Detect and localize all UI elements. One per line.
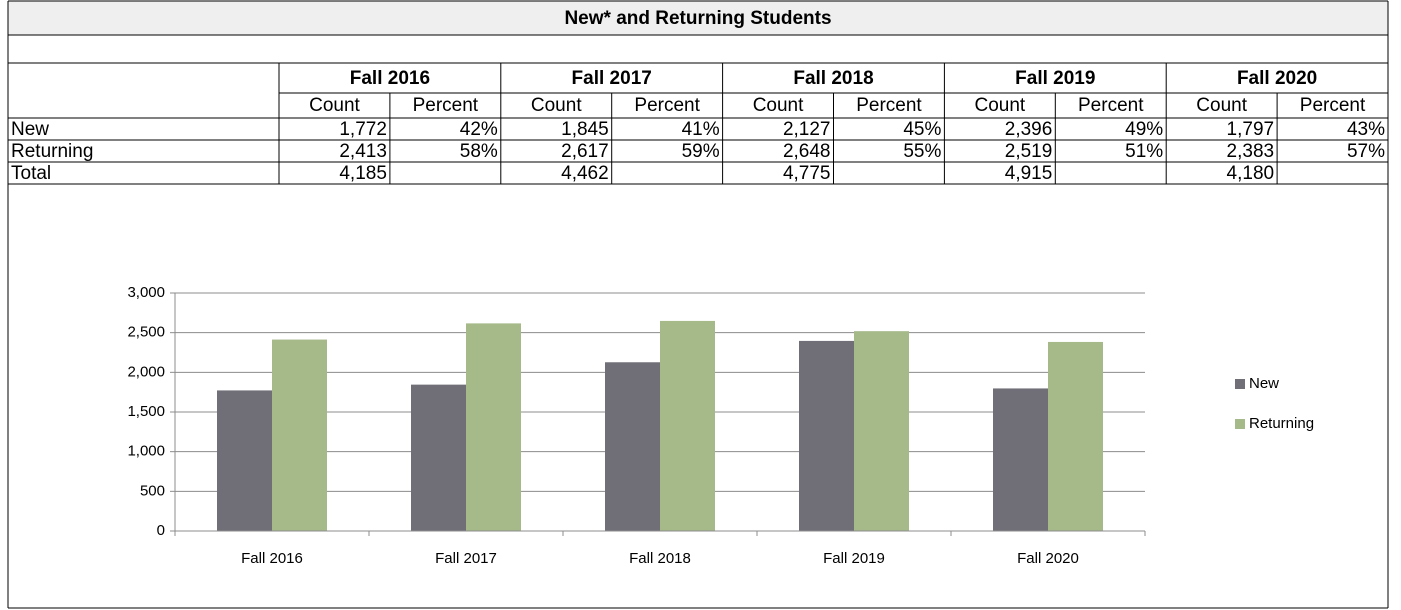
bar bbox=[605, 362, 660, 531]
year-header: Fall 2020 bbox=[1237, 68, 1317, 89]
percent-cell: 57% bbox=[1347, 141, 1385, 162]
x-tick-label: Fall 2020 bbox=[1017, 550, 1079, 567]
percent-cell: 41% bbox=[682, 119, 720, 140]
count-cell: 4,462 bbox=[561, 163, 609, 184]
x-tick-label: Fall 2017 bbox=[435, 550, 497, 567]
sub-header: Count bbox=[1196, 95, 1247, 116]
count-cell: 4,180 bbox=[1227, 163, 1275, 184]
x-tick-label: Fall 2019 bbox=[823, 550, 885, 567]
count-cell: 4,775 bbox=[783, 163, 831, 184]
percent-cell: 45% bbox=[903, 119, 941, 140]
sub-header: Percent bbox=[1300, 95, 1366, 116]
year-header: Fall 2016 bbox=[350, 68, 430, 89]
title: New* and Returning Students bbox=[564, 8, 831, 29]
y-tick-label: 2,000 bbox=[127, 363, 165, 380]
y-tick-label: 500 bbox=[140, 482, 165, 499]
count-cell: 1,845 bbox=[561, 119, 609, 140]
row-label: New bbox=[11, 119, 49, 140]
bar bbox=[993, 388, 1048, 531]
legend-swatch bbox=[1235, 419, 1245, 429]
percent-cell: 43% bbox=[1347, 119, 1385, 140]
percent-cell: 55% bbox=[903, 141, 941, 162]
bar bbox=[799, 340, 854, 531]
bar bbox=[466, 323, 521, 531]
count-cell: 4,915 bbox=[1005, 163, 1053, 184]
y-tick-label: 3,000 bbox=[127, 284, 165, 301]
percent-cell: 51% bbox=[1125, 141, 1163, 162]
bar bbox=[272, 339, 327, 531]
year-header: Fall 2019 bbox=[1015, 68, 1095, 89]
year-header: Fall 2017 bbox=[572, 68, 652, 89]
x-tick-label: Fall 2018 bbox=[629, 550, 691, 567]
row-label: Total bbox=[11, 163, 51, 184]
count-cell: 2,519 bbox=[1005, 141, 1053, 162]
sub-header: Percent bbox=[856, 95, 922, 116]
sub-header: Count bbox=[974, 95, 1025, 116]
count-cell: 2,396 bbox=[1005, 119, 1053, 140]
row-label: Returning bbox=[11, 141, 93, 162]
legend-label: Returning bbox=[1249, 415, 1314, 432]
count-cell: 1,797 bbox=[1227, 119, 1275, 140]
sub-header: Percent bbox=[634, 95, 700, 116]
sub-header: Percent bbox=[1078, 95, 1144, 116]
bar bbox=[854, 331, 909, 531]
legend-swatch bbox=[1235, 379, 1245, 389]
count-cell: 2,617 bbox=[561, 141, 609, 162]
count-cell: 2,413 bbox=[339, 141, 387, 162]
y-tick-label: 1,500 bbox=[127, 403, 165, 420]
year-header: Fall 2018 bbox=[793, 68, 873, 89]
count-cell: 2,648 bbox=[783, 141, 831, 162]
bar bbox=[1048, 341, 1103, 531]
percent-cell: 49% bbox=[1125, 119, 1163, 140]
y-tick-label: 2,500 bbox=[127, 324, 165, 341]
x-tick-label: Fall 2016 bbox=[241, 550, 303, 567]
count-cell: 4,185 bbox=[339, 163, 387, 184]
sub-header: Count bbox=[309, 95, 360, 116]
y-tick-label: 1,000 bbox=[127, 443, 165, 460]
sub-header: Percent bbox=[413, 95, 479, 116]
legend-label: New bbox=[1249, 375, 1279, 392]
count-cell: 1,772 bbox=[339, 119, 387, 140]
percent-cell: 42% bbox=[460, 119, 498, 140]
percent-cell: 59% bbox=[682, 141, 720, 162]
y-tick-label: 0 bbox=[157, 522, 165, 539]
count-cell: 2,127 bbox=[783, 119, 831, 140]
sub-header: Count bbox=[531, 95, 582, 116]
bar bbox=[217, 390, 272, 531]
title-band bbox=[8, 1, 1388, 35]
bar bbox=[411, 384, 466, 531]
count-cell: 2,383 bbox=[1227, 141, 1275, 162]
sub-header: Count bbox=[753, 95, 804, 116]
bar bbox=[660, 320, 715, 531]
percent-cell: 58% bbox=[460, 141, 498, 162]
